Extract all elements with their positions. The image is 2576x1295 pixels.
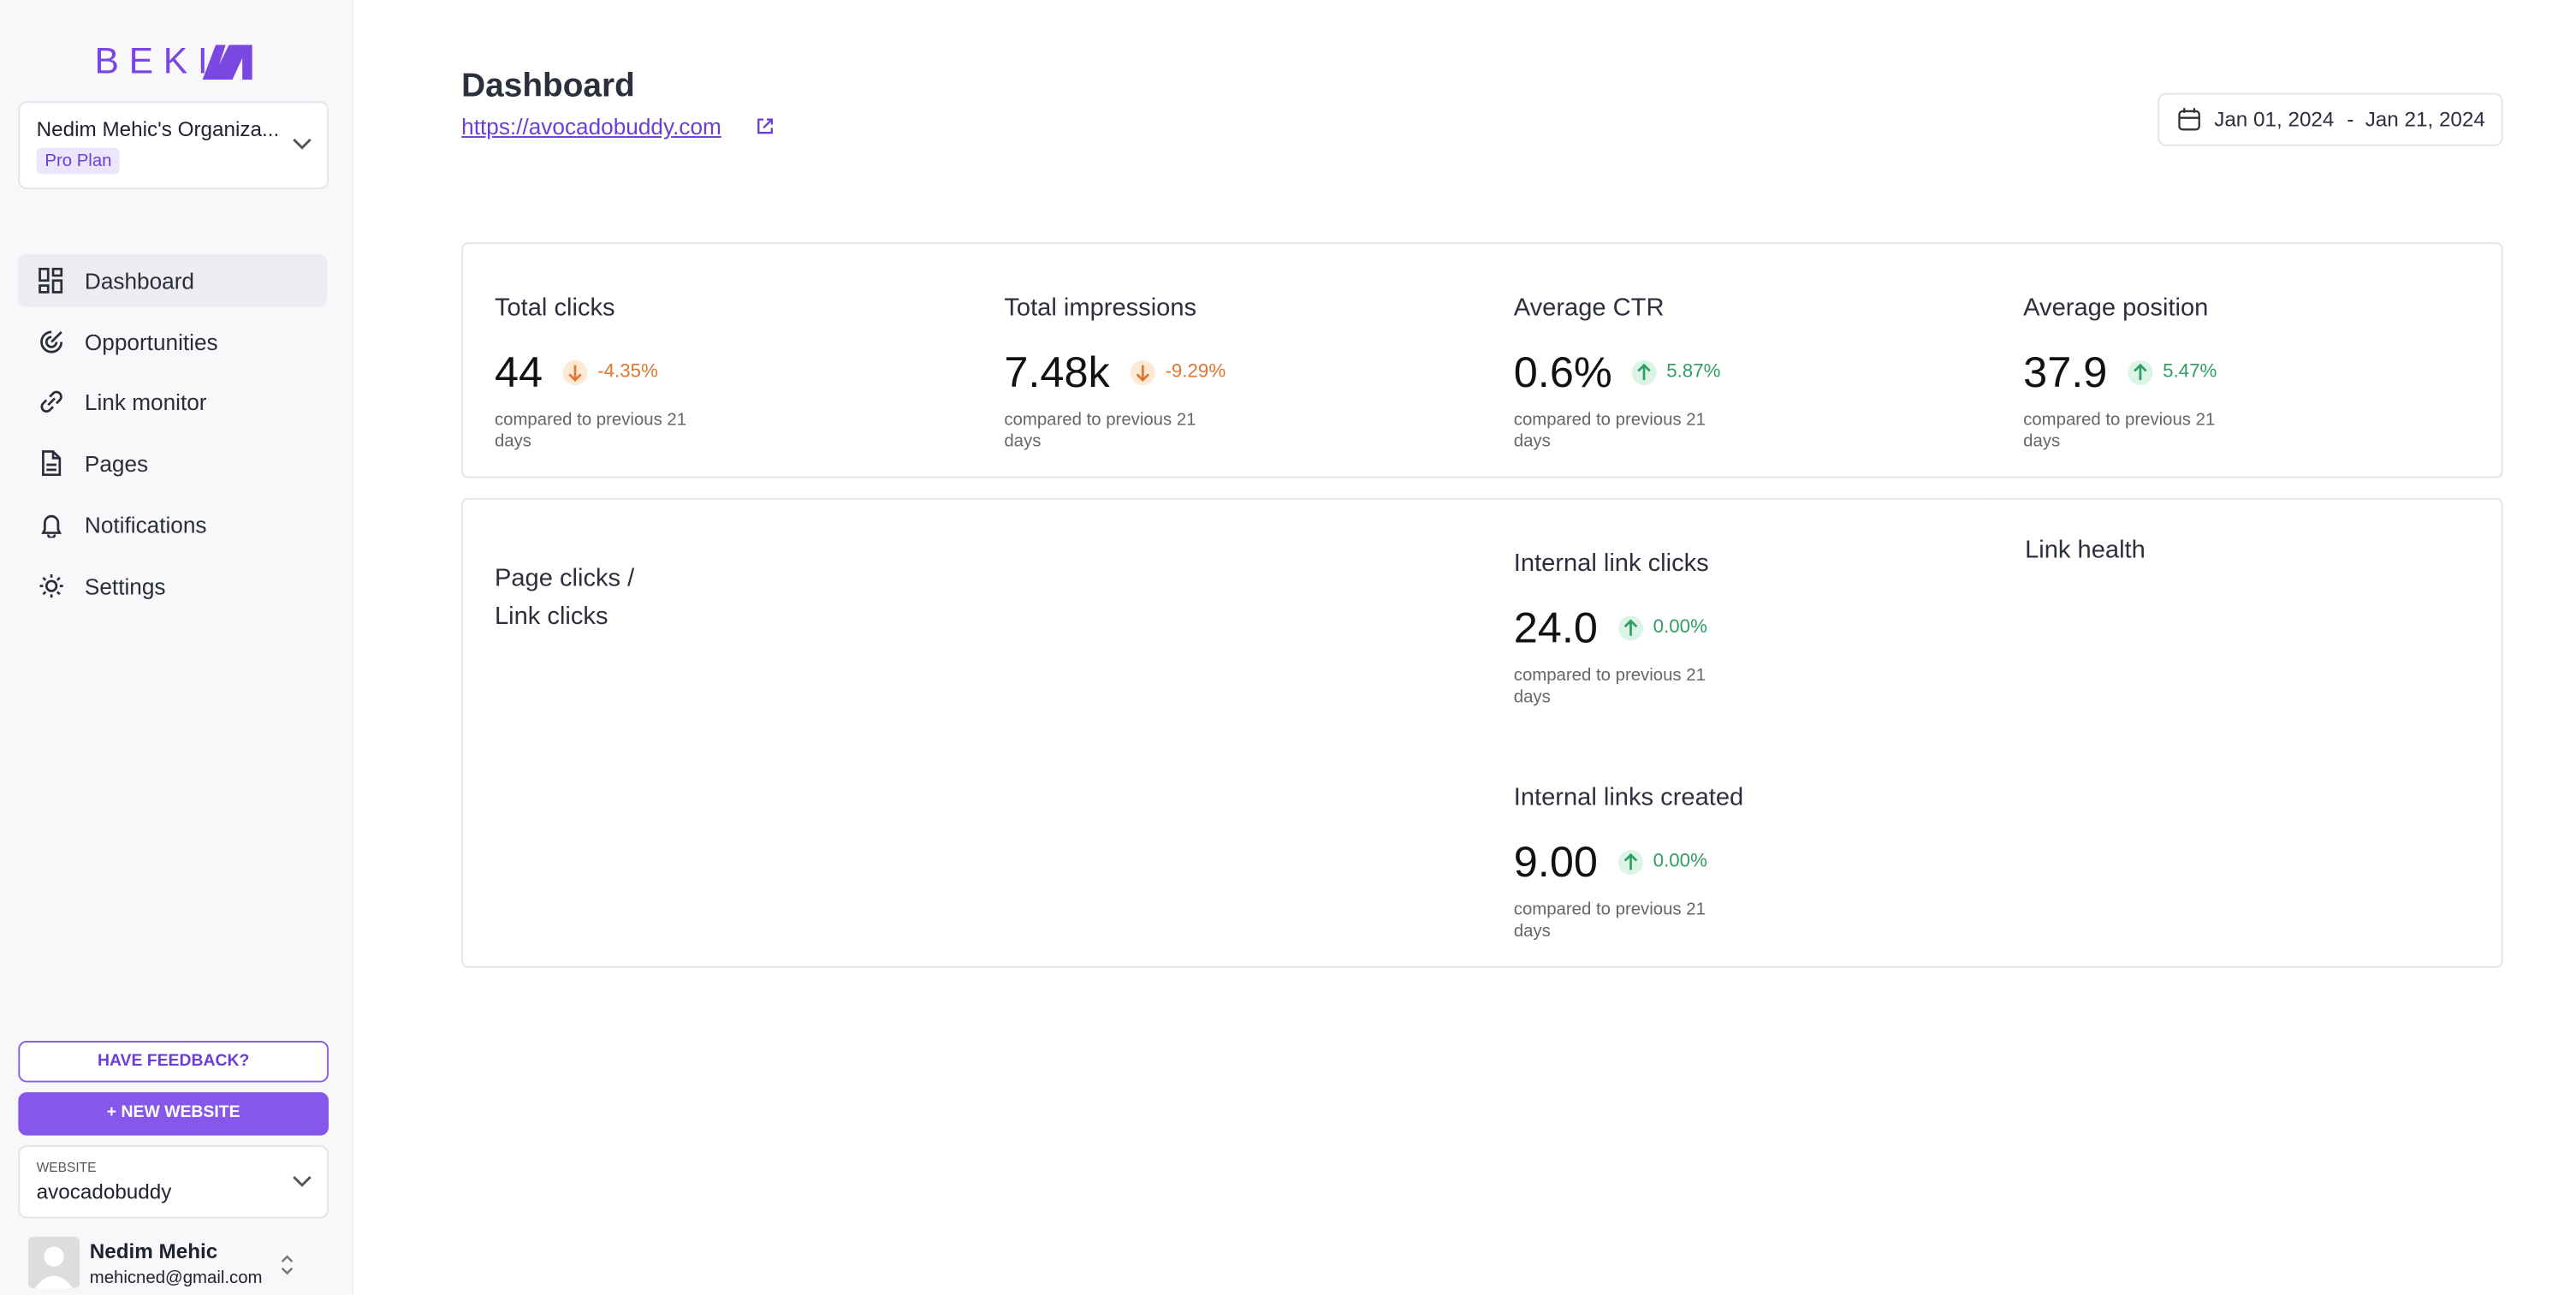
feedback-button[interactable]: HAVE FEEDBACK? [18,1041,329,1083]
date-from: Jan 01, 2024 [2214,108,2335,132]
nav-item[interactable]: Settings [18,559,327,612]
date-to: Jan 21, 2024 [2365,108,2485,132]
logo: BEKI [94,39,218,82]
trend-icon [1617,615,1644,641]
card-change: 0.00% [1653,617,1707,638]
new-website-button[interactable]: + NEW WEBSITE [18,1092,329,1136]
card-note: compared to previous 21 days [1513,410,1706,452]
card-note: compared to previous 21 days [1513,665,1706,708]
nav-icon [42,450,62,477]
nav-item[interactable]: Dashboard [18,253,328,307]
website-label: WEBSITE [36,1160,97,1176]
user-email: mehicned@gmail.com [89,1268,263,1288]
card-change: -4.35% [597,361,658,383]
page-title: Dashboard [461,68,635,105]
sidebar: BEKI Nedim Mehic's Organiza... Pro Plan … [0,0,354,1295]
card-note: compared to previous 21 days [2023,410,2216,452]
trend-icon [2128,359,2153,385]
nav-label: Link monitor [84,390,207,416]
nav-icon [40,391,62,413]
org-selector[interactable]: Nedim Mehic's Organiza... Pro Plan [18,101,329,190]
nav-icon [41,514,62,538]
avatar [27,1236,80,1288]
card-title: Total impressions [1004,294,1197,323]
chart-title: Page clicks / Link clicks [494,564,635,631]
card-change: 5.47% [2163,361,2217,383]
health-title: Link health [2025,536,2146,566]
website-name: avocadobuddy [36,1179,172,1204]
card-title: Average position [2023,294,2209,323]
external-icon [757,118,773,134]
nav-label: Notifications [84,512,207,538]
card-title: Internal links created [1513,783,1744,812]
card-note: compared to previous 21 days [1513,900,1706,942]
nav-label: Opportunities [84,330,218,355]
user-menu[interactable] [279,1251,295,1278]
card-value: 9.00 [1513,836,1598,887]
card-title: Total clicks [494,294,615,323]
card-title: Internal link clicks [1513,549,1709,578]
feedback-label: HAVE FEEDBACK? [97,1052,250,1071]
trend-icon [1617,849,1644,876]
nav-icon [40,330,63,353]
card-note: compared to previous 21 days [494,410,687,452]
card-value: 37.9 [2023,347,2108,397]
nav-icon [39,267,63,294]
card-change: 5.87% [1666,361,1721,383]
site-link[interactable]: https://avocadobuddy.com [461,114,721,140]
nav-icon [39,573,63,597]
date-sep: - [2347,108,2354,132]
trend-icon [1631,359,1657,385]
card-change: 0.00% [1653,851,1707,872]
chevron [293,138,312,150]
stats-row [461,242,2503,478]
website-selector[interactable]: WEBSITE avocadobuddy [18,1145,329,1219]
logo-mark [202,45,252,80]
card-value: 7.48k [1004,347,1110,397]
nav-item[interactable]: Notifications [18,497,327,550]
plan-badge: Pro Plan [36,147,121,175]
trend-icon [1130,359,1155,385]
new-website-label: NEW WEBSITE [121,1103,240,1123]
card-value: 44 [494,347,543,397]
card-note: compared to previous 21 days [1004,410,1196,452]
nav-label: Pages [84,451,149,477]
chevron [293,1176,312,1187]
nav-item[interactable]: Pages [18,437,327,490]
card-title: Average CTR [1513,294,1665,323]
calendar-icon [2178,108,2200,131]
nav-label: Dashboard [84,269,195,294]
date-range[interactable]: Jan 01, 2024 - Jan 21, 2024 [2158,92,2503,146]
user-name: Nedim Mehic [89,1239,218,1263]
health-title-text: Link health [2025,536,2146,565]
card-value: 24.0 [1513,603,1598,653]
nav-label: Settings [84,573,166,599]
nav-item[interactable]: Link monitor [18,376,327,429]
trend-icon [562,359,588,385]
card-change: -9.29% [1165,361,1226,383]
org-name: Nedim Mehic's Organiza... [36,117,280,141]
detail-row [461,497,2503,968]
nav-item[interactable]: Opportunities [18,315,327,368]
card-value: 0.6% [1513,347,1612,397]
